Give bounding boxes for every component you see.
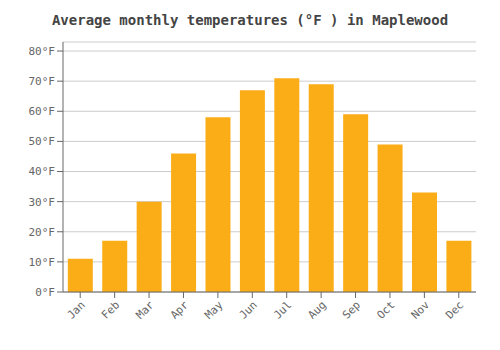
svg-text:Jun: Jun [237,298,260,321]
svg-text:Apr: Apr [168,298,192,322]
svg-text:20°F: 20°F [29,226,56,239]
svg-text:70°F: 70°F [29,75,56,88]
svg-text:Nov: Nov [409,298,433,322]
svg-text:Dec: Dec [443,298,466,321]
svg-text:10°F: 10°F [29,256,56,269]
svg-text:Aug: Aug [306,298,329,321]
svg-text:May: May [202,298,226,322]
svg-text:40°F: 40°F [29,165,56,178]
svg-text:Jul: Jul [271,298,294,321]
svg-text:80°F: 80°F [29,45,56,58]
svg-text:60°F: 60°F [29,105,56,118]
svg-text:Jan: Jan [65,298,88,321]
html-text:Average monthly temperatures (: Average monthly temperatures (°F ) in Ma… [51,12,449,28]
svg-text:50°F: 50°F [29,135,56,148]
svg-text:Mar: Mar [133,298,157,322]
svg-text:Sep: Sep [340,298,363,321]
svg-text:0°F: 0°F [35,286,55,299]
svg-text:Feb: Feb [99,298,122,321]
svg-text:Oct: Oct [374,298,397,321]
svg-text:30°F: 30°F [29,196,56,209]
